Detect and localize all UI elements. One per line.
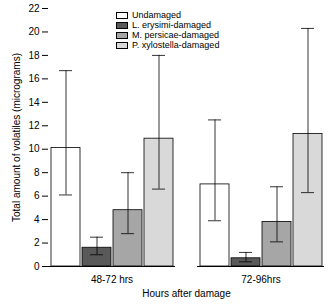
svg-text:72-96hrs: 72-96hrs [241,274,280,285]
svg-text:16: 16 [28,73,40,84]
svg-text:Total amount of volatiles (mic: Total amount of volatiles (micrograms) [11,53,22,222]
html-text:Undamaged: Undamaged [132,10,181,20]
html-text:M. persicae-damaged: M. persicae-damaged [132,30,219,40]
svg-text:Hours after damage: Hours after damage [142,288,231,299]
svg-text:12: 12 [28,120,40,131]
svg-text:4: 4 [34,214,40,225]
svg-text:0: 0 [34,261,40,272]
svg-text:2: 2 [34,237,40,248]
svg-text:8: 8 [34,167,40,178]
svg-text:20: 20 [28,26,40,37]
html-text:P. xylostella-damaged: P. xylostella-damaged [132,40,220,50]
svg-text:14: 14 [28,97,40,108]
html-text:L. erysimi-damaged: L. erysimi-damaged [132,20,211,30]
svg-text:10: 10 [28,143,40,154]
svg-text:22: 22 [28,3,40,14]
svg-text:6: 6 [34,190,40,201]
svg-text:18: 18 [28,50,40,61]
svg-text:48-72 hrs: 48-72 hrs [91,274,133,285]
